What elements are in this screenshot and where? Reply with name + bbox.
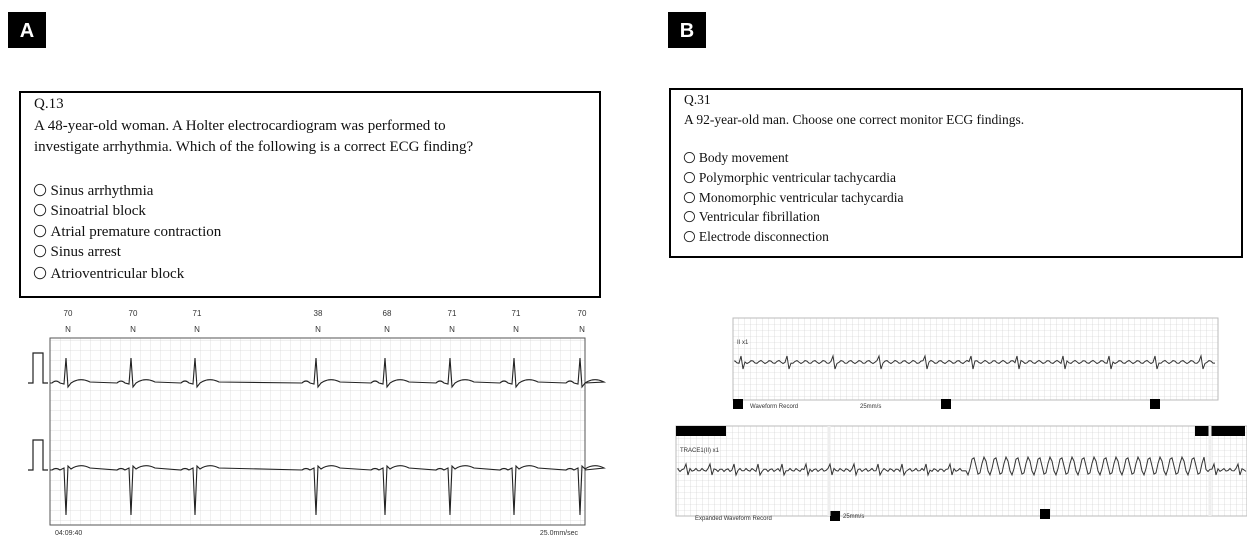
answer-option: Electrode disconnection (699, 229, 829, 244)
paper-speed: 25mm/s (860, 404, 881, 410)
strip-marker (1150, 399, 1160, 409)
heart-rate: 70 (64, 309, 73, 318)
answer-option: Atrioventricular block (51, 266, 185, 282)
ecg-strip (733, 318, 1218, 400)
strip-marker (1195, 426, 1245, 436)
question-number: Q.13 (34, 96, 64, 112)
strip-marker (941, 399, 951, 409)
answer-option: Sinoatrial block (51, 203, 147, 219)
paper-speed: 25mm/s (843, 514, 864, 520)
lead-label: II x1 (737, 340, 749, 346)
strip-marker (733, 399, 743, 409)
lead-label: TRACE1(II) x1 (680, 448, 720, 454)
heart-rate: 70 (129, 309, 138, 318)
figure: A B Q.13 A 48-year-old woman. A Holter el… (0, 0, 1247, 536)
panel-label: B (680, 20, 694, 42)
question-text: A 48-year-old woman. A Holter electrocar… (34, 118, 446, 134)
calibration-pulse (28, 440, 48, 470)
strip-marker (1040, 509, 1050, 519)
heart-rate: 68 (383, 309, 392, 318)
heart-rate: 38 (314, 309, 323, 318)
heart-rate: 71 (448, 309, 457, 318)
beat-type: N (384, 325, 390, 334)
beat-type: N (449, 325, 455, 334)
answer-option: Atrial premature contraction (51, 224, 222, 240)
answer-option: Sinus arrest (51, 244, 122, 260)
heart-rate: 71 (512, 309, 521, 318)
beat-type: N (579, 325, 585, 334)
question-text: A 92-year-old man. Choose one correct mo… (684, 112, 1024, 127)
panel-label: A (20, 20, 34, 42)
strip-marker (676, 426, 726, 436)
answer-option: Polymorphic ventricular tachycardia (699, 170, 896, 185)
recording-time: 04:09:40 (55, 530, 82, 536)
answer-option: Monomorphic ventricular tachycardia (699, 190, 904, 205)
beat-type: N (65, 325, 71, 334)
strip-title: Waveform Record (750, 404, 798, 410)
question-text: investigate arrhythmia. Which of the fol… (34, 139, 474, 155)
calibration-pulse (28, 353, 48, 383)
answer-option: Sinus arrhythmia (51, 183, 154, 199)
heart-rate: 71 (193, 309, 202, 318)
strip-marker (830, 511, 840, 521)
heart-rate: 70 (578, 309, 587, 318)
paper-speed: 25.0mm/sec (540, 530, 579, 536)
question-number: Q.31 (684, 92, 711, 107)
strip-title: Expanded Waveform Record (695, 516, 772, 522)
beat-type: N (513, 325, 519, 334)
answer-option: Ventricular fibrillation (699, 209, 820, 224)
beat-type: N (194, 325, 200, 334)
beat-type: N (130, 325, 136, 334)
beat-type: N (315, 325, 321, 334)
answer-option: Body movement (699, 150, 789, 165)
